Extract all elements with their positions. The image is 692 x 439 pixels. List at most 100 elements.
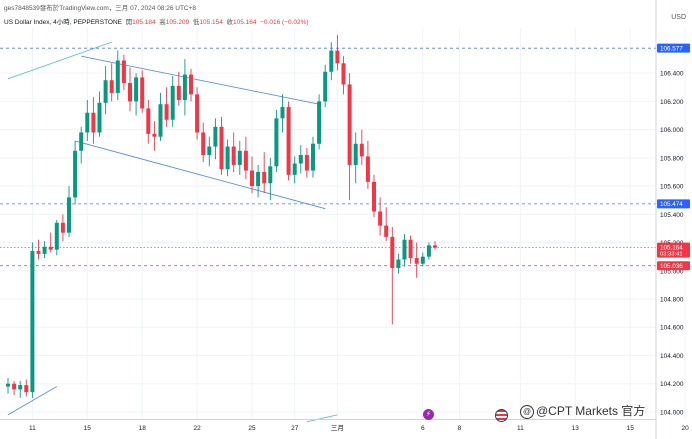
watermark-text: @CPT Markets 官方 [536,404,646,418]
price-label-text: 105.474 [660,201,683,208]
candle-body [225,146,230,170]
us-flag-icon[interactable] [495,409,508,422]
trendline-top [7,41,112,80]
time-tick-label: 18 [139,425,147,432]
candle-body [347,84,352,165]
candle-body [433,245,437,248]
candle-body [48,246,53,250]
time-tick-label: 15 [84,425,92,432]
candle-body [158,104,163,137]
candle-body [30,251,35,393]
candle-body [262,171,267,184]
ohlc-legend: US Dollar Index, 4小時, PEPPERSTONE 開105.1… [4,16,309,26]
candle-body [256,171,261,187]
time-tick-label: 6 [421,425,425,432]
lightning-icon[interactable]: ⚡ [423,409,434,420]
time-tick-label: 8 [458,425,462,432]
time-tick-label: 三月 [331,424,344,432]
candle-body [134,77,139,102]
time-tick-label: 11 [29,425,36,432]
candle-body [353,143,358,165]
candle-body [36,251,41,254]
price-label-box [657,261,690,271]
candle-body [237,150,242,165]
close-label: 收 [226,19,234,26]
price-label-box [657,199,690,209]
candle-body [189,74,193,95]
channel-lower-line [74,140,326,210]
low-value: 105.154 [199,19,223,26]
candle-body [176,85,181,100]
candle-body [372,181,376,212]
candle-body [250,170,254,187]
candle-body [231,146,236,165]
candle-body [79,132,84,151]
price-axis[interactable]: 106.400 106.200 106.000 105.800 105.600 105.4… [655,0,684,439]
price-label-text: 105.164 [660,244,683,251]
candle-body [195,94,200,133]
price-label-text: 105.036 [660,263,683,270]
open-value: 105.184 [132,19,156,26]
horizontal-levels[interactable] [0,47,656,267]
high-value: 105.209 [165,19,190,26]
candle-body [121,60,126,84]
candle-body [85,112,90,133]
candle-body [396,259,401,268]
candle-body [359,143,364,157]
candle-body [378,211,383,226]
price-tick-label: 104.400 [660,353,684,360]
watermark: @ @CPT Markets 官方 [520,402,645,419]
price-label-box [657,43,690,53]
candle-body [317,101,322,144]
currency-label[interactable]: USD [671,14,686,21]
time-axis[interactable]: 11 15 18 22 25 27 三月 6 8 11 13 15 20 [0,419,689,433]
trendlines[interactable] [7,41,338,423]
price-label-text: 106.577 [660,45,683,52]
price-tick-label: 105.400 [660,212,684,219]
symbol-title: US Dollar Index, 4小時, PEPPERSTONE [4,19,123,26]
candle-body [97,102,102,133]
candle-body [390,236,395,268]
candle-body [164,104,169,120]
candle-body [323,71,328,102]
close-value: 105.164 [233,19,257,26]
time-tick-label: 15 [627,425,635,432]
candle-body [311,143,315,171]
candle-body [304,155,309,171]
candle-body [146,108,151,134]
candle-body [60,222,65,233]
candle-body [140,77,145,109]
candle-body [152,133,157,137]
price-tick-label: 104.200 [660,381,684,388]
candle-body [402,239,407,260]
candles [6,35,437,398]
candle-body [109,80,114,93]
price-tick-label: 104.600 [660,325,684,332]
time-tick-label: 25 [248,425,256,432]
price-tick-label: 106.200 [660,99,684,106]
candle-body [243,150,248,171]
candle-body [115,60,120,93]
price-tick-label: 106.000 [660,127,684,134]
countdown-text: 03:33:41 [660,252,683,258]
candle-body [18,385,23,390]
candle-body [426,245,431,257]
change-value: −0.016 (−0.02%) [260,19,309,26]
candle-body [42,246,47,254]
candle-body [365,156,370,182]
grid [0,28,686,419]
candle-body [341,63,346,85]
candle-body [280,107,285,119]
candle-body [384,225,389,237]
candle-body [6,383,10,387]
candle-body [219,126,224,170]
candle-body [414,258,419,264]
candle-body [213,126,218,147]
price-tick-label: 106.400 [660,71,684,78]
high-label: 高 [159,19,166,26]
candle-body [335,50,340,64]
publisher-line: ges7848539發布於TradingView.com，三月 07, 2024… [4,5,197,12]
price-tick-label: 105.800 [660,155,684,162]
